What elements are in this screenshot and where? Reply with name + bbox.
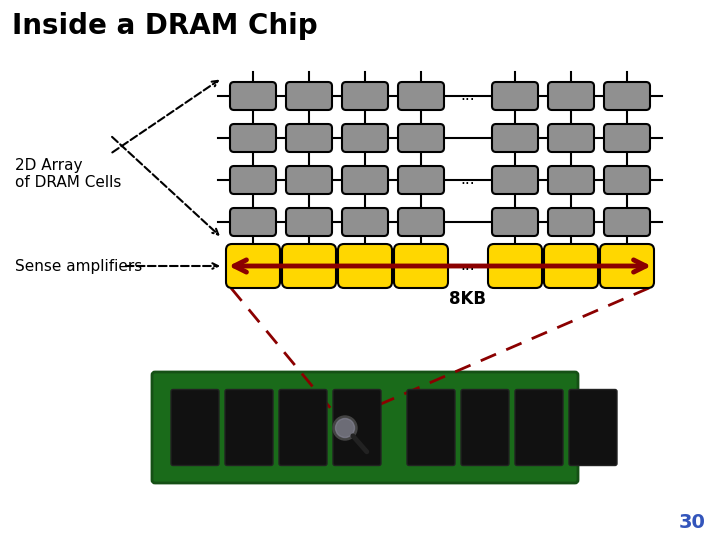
Text: ...: ...: [461, 172, 475, 187]
FancyBboxPatch shape: [230, 124, 276, 152]
Text: ⋮: ⋮: [412, 108, 430, 126]
Text: 2D Array
of DRAM Cells: 2D Array of DRAM Cells: [15, 158, 122, 191]
FancyBboxPatch shape: [286, 208, 332, 236]
FancyBboxPatch shape: [604, 208, 650, 236]
FancyBboxPatch shape: [342, 166, 388, 194]
FancyBboxPatch shape: [226, 244, 280, 288]
FancyBboxPatch shape: [282, 244, 336, 288]
FancyBboxPatch shape: [492, 124, 538, 152]
FancyBboxPatch shape: [286, 124, 332, 152]
FancyBboxPatch shape: [225, 389, 273, 465]
FancyBboxPatch shape: [544, 244, 598, 288]
FancyBboxPatch shape: [230, 208, 276, 236]
Text: Inside a DRAM Chip: Inside a DRAM Chip: [12, 12, 318, 40]
Text: ⋮: ⋮: [562, 108, 580, 126]
FancyBboxPatch shape: [342, 124, 388, 152]
FancyBboxPatch shape: [152, 372, 578, 483]
Text: ⋮: ⋮: [300, 108, 318, 126]
FancyBboxPatch shape: [492, 166, 538, 194]
FancyBboxPatch shape: [569, 389, 617, 465]
FancyBboxPatch shape: [338, 244, 392, 288]
FancyBboxPatch shape: [230, 82, 276, 110]
FancyBboxPatch shape: [492, 82, 538, 110]
FancyBboxPatch shape: [488, 244, 542, 288]
Text: Sense amplifiers: Sense amplifiers: [15, 259, 143, 273]
Circle shape: [336, 418, 354, 437]
Text: ...: ...: [461, 259, 475, 273]
Circle shape: [333, 416, 357, 440]
FancyBboxPatch shape: [342, 82, 388, 110]
FancyBboxPatch shape: [548, 208, 594, 236]
FancyBboxPatch shape: [333, 389, 381, 465]
FancyBboxPatch shape: [604, 124, 650, 152]
FancyBboxPatch shape: [548, 82, 594, 110]
FancyBboxPatch shape: [286, 82, 332, 110]
FancyBboxPatch shape: [230, 166, 276, 194]
FancyBboxPatch shape: [394, 244, 448, 288]
FancyBboxPatch shape: [407, 389, 455, 465]
Text: 8KB: 8KB: [449, 290, 487, 308]
FancyBboxPatch shape: [515, 389, 563, 465]
FancyBboxPatch shape: [342, 208, 388, 236]
FancyBboxPatch shape: [398, 208, 444, 236]
FancyBboxPatch shape: [398, 124, 444, 152]
FancyBboxPatch shape: [548, 124, 594, 152]
FancyBboxPatch shape: [461, 389, 509, 465]
Text: ...: ...: [461, 89, 475, 104]
FancyBboxPatch shape: [398, 166, 444, 194]
Text: 30: 30: [679, 513, 706, 532]
FancyBboxPatch shape: [548, 166, 594, 194]
FancyBboxPatch shape: [492, 208, 538, 236]
FancyBboxPatch shape: [286, 166, 332, 194]
FancyBboxPatch shape: [171, 389, 219, 465]
FancyBboxPatch shape: [279, 389, 327, 465]
FancyBboxPatch shape: [398, 82, 444, 110]
FancyBboxPatch shape: [604, 166, 650, 194]
FancyBboxPatch shape: [604, 82, 650, 110]
FancyBboxPatch shape: [600, 244, 654, 288]
